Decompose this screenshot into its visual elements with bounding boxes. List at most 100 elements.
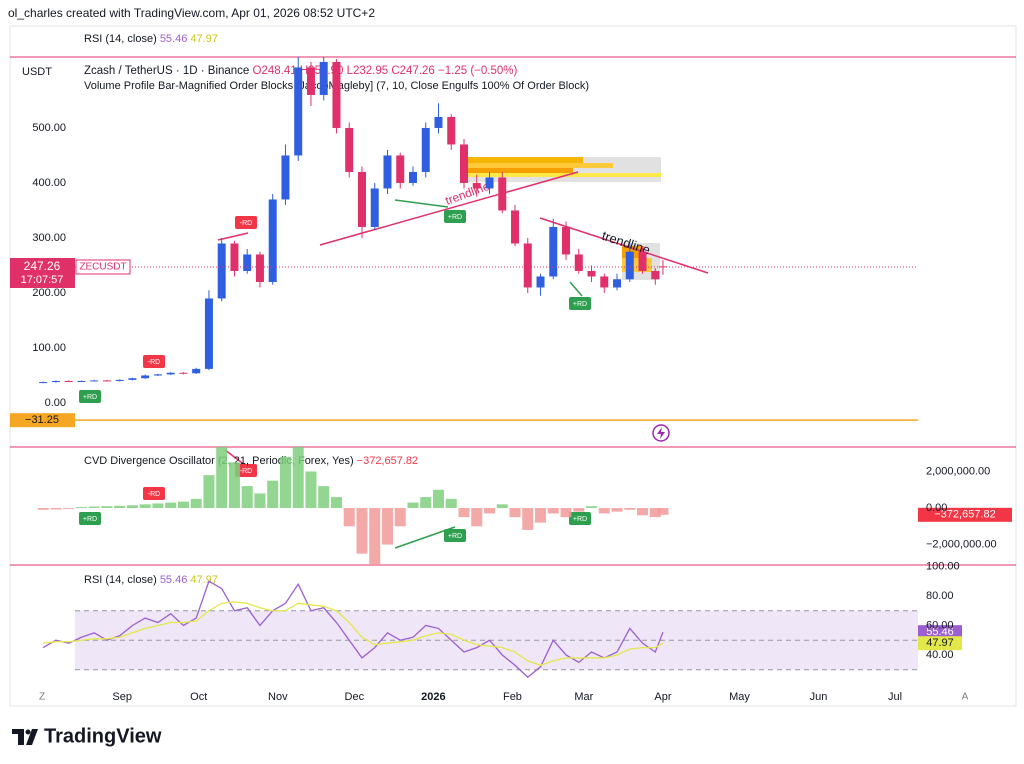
cvd-bar — [101, 506, 113, 509]
cvd-bar — [649, 508, 661, 518]
cvd-bar — [114, 505, 126, 509]
cvd-bar — [267, 480, 279, 509]
candle-body — [39, 382, 48, 384]
x-tick-label: Jun — [810, 691, 828, 703]
cvd-bar — [445, 498, 457, 509]
cvd-bar — [50, 508, 62, 510]
price-tag-value: 247.26 — [24, 259, 61, 273]
timezone-button[interactable]: Z — [39, 692, 45, 703]
candle-body — [332, 61, 341, 128]
cvd-bar — [203, 475, 215, 509]
x-tick-label: Dec — [345, 691, 365, 703]
cvd-bar — [241, 486, 253, 509]
cvd-bar — [190, 498, 202, 509]
cvd-bar — [458, 508, 470, 518]
candle-body — [319, 61, 328, 95]
x-tick-label: 2026 — [421, 691, 445, 703]
candle-body — [128, 378, 137, 380]
x-tick-label: May — [729, 691, 750, 703]
value-tag-label: 47.97 — [926, 637, 954, 649]
candle-body — [306, 67, 315, 95]
candle-body — [357, 171, 366, 227]
markers: +RD -RD -RD +RD +RD +RD -RD -RD +RD +RD — [79, 210, 591, 542]
candle-body — [77, 380, 86, 382]
candle-body — [600, 276, 609, 288]
cvd-bar — [535, 508, 547, 523]
x-tick-label: Sep — [112, 691, 132, 703]
alert-icon — [652, 424, 670, 442]
cvd-bar — [547, 508, 559, 514]
candle-body — [574, 254, 583, 271]
marker: -RD — [240, 220, 252, 227]
candle-body — [408, 171, 417, 183]
candle-body — [549, 226, 558, 277]
hline-tag — [10, 413, 75, 428]
cvd-bar — [356, 508, 368, 554]
hline-tag-label: −31.25 — [25, 414, 59, 426]
x-tick-label: Mar — [574, 691, 593, 703]
marker: +RD — [448, 214, 462, 221]
y-tick-label: 300.00 — [32, 232, 66, 244]
cvd-bar — [598, 508, 610, 514]
cvd-bar — [177, 501, 189, 509]
value-tag — [918, 507, 1012, 522]
cvd-bar — [63, 508, 75, 509]
x-tick-label: Jul — [888, 691, 902, 703]
y-tick-label: 500.00 — [32, 122, 66, 134]
candle-body — [153, 374, 162, 376]
candle-body — [536, 276, 545, 288]
candle-body — [64, 380, 73, 382]
pane — [42, 580, 918, 678]
candle-body — [345, 127, 354, 172]
cvd-bar — [330, 497, 342, 509]
candle-body — [625, 251, 634, 280]
cvd-bar — [624, 508, 636, 510]
cvd-bar — [496, 504, 508, 509]
symbol-tag: ZECUSDT — [79, 262, 126, 273]
cvd-bar — [37, 508, 49, 510]
cvd-bar — [343, 508, 355, 527]
candle-body — [651, 270, 660, 280]
marker: +RD — [573, 301, 587, 308]
cvd-bar — [509, 508, 521, 518]
y-tick-label: 0.00 — [926, 502, 947, 514]
cvd-bar — [394, 508, 406, 527]
candle-body — [204, 298, 213, 369]
candle-body — [230, 243, 239, 271]
cvd-bar — [216, 447, 228, 509]
cvd-bar — [637, 508, 649, 516]
rsi-line — [42, 580, 664, 678]
frame — [9, 25, 1017, 707]
cvd-bar — [126, 505, 138, 509]
cvd-bar — [318, 486, 330, 509]
credit: ol_charles created with TradingView.com,… — [8, 6, 375, 20]
cvd-bar — [657, 508, 669, 515]
pinned-rsi: RSI (14, close) 55.46 47.97 — [84, 33, 218, 45]
marker: -RD — [240, 468, 252, 475]
cvd-bar — [471, 508, 483, 527]
cvd-bar — [279, 456, 291, 509]
cvd-bar — [254, 493, 266, 509]
value-tag-label: 55.46 — [926, 626, 954, 638]
marker: +RD — [83, 516, 97, 523]
rsi-title: RSI (14, close) 55.46 47.97 — [84, 574, 218, 586]
marker: +RD — [448, 533, 462, 540]
cvd-bar — [139, 504, 151, 509]
cvd-bar — [305, 471, 317, 509]
candle-body — [523, 243, 532, 288]
cvd-bar — [381, 508, 393, 545]
cvd-bar — [586, 506, 598, 509]
candle-body — [294, 67, 303, 156]
x-tick-label: Nov — [268, 691, 288, 703]
candle-body — [562, 226, 571, 255]
y-tick-label: 200.00 — [32, 287, 66, 299]
marker: -RD — [148, 491, 160, 498]
auto-button[interactable]: A — [962, 692, 969, 703]
candle-body — [434, 116, 443, 128]
candle-body — [638, 251, 647, 271]
cvd-bar — [369, 508, 381, 565]
marker: +RD — [573, 516, 587, 523]
candle-body — [370, 188, 379, 227]
candle-body — [498, 177, 507, 211]
